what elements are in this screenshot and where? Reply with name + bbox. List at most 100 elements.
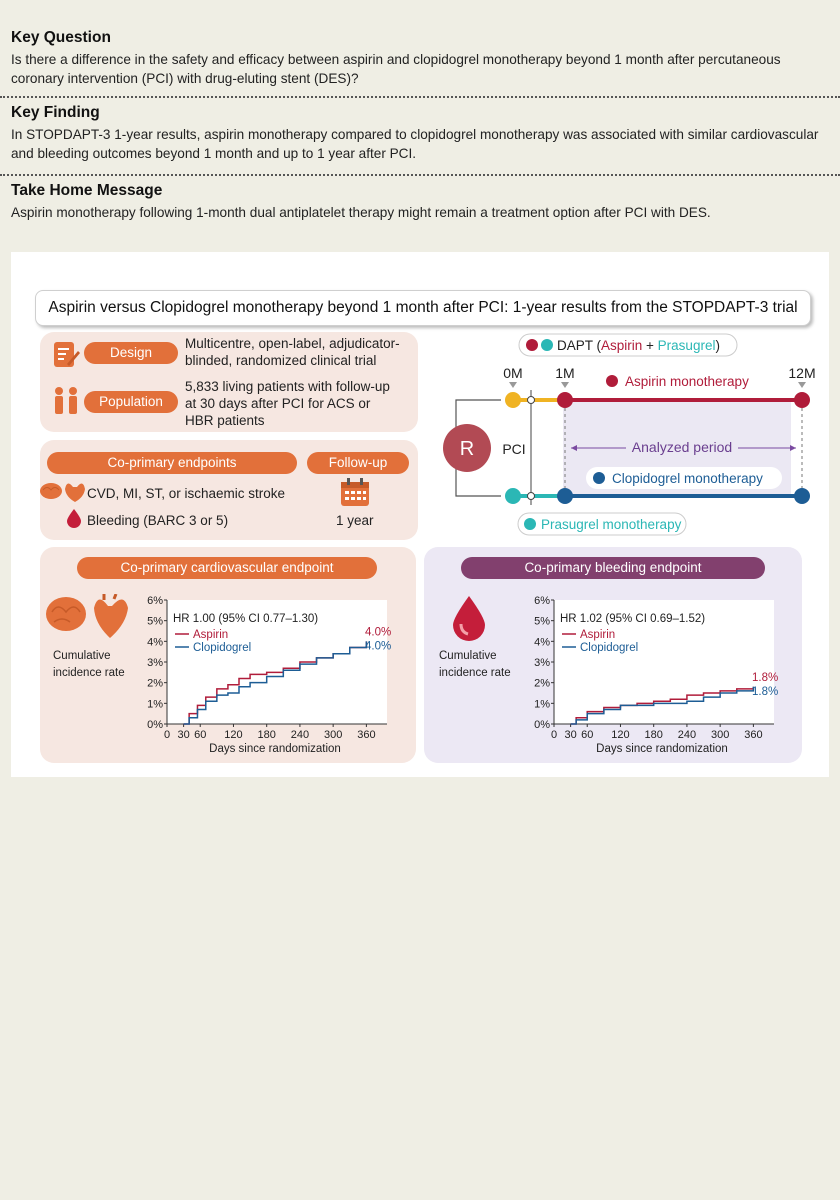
x-tick-label: 180 bbox=[645, 729, 663, 741]
take-home-heading: Take Home Message bbox=[11, 182, 163, 199]
cardiovascular-ylabel: Cumulative incidence rate bbox=[53, 650, 125, 679]
trial-timeline: 0M 1M 12M R PCI DAPT (Aspirin + Prasugre… bbox=[443, 333, 816, 536]
legend-label-clopidogrel: Clopidogrel bbox=[580, 642, 638, 654]
document-icon bbox=[54, 342, 80, 367]
design-label: Design bbox=[84, 342, 178, 364]
marker-12m bbox=[798, 382, 806, 388]
x-tick-label: 30 bbox=[177, 729, 189, 741]
pill-icon-prasugrel bbox=[541, 339, 553, 351]
node-12m-top bbox=[794, 392, 810, 408]
y-tick-label: 0% bbox=[147, 719, 163, 731]
series-line-clopidogrel bbox=[183, 641, 368, 725]
x-tick-label: 360 bbox=[357, 729, 375, 741]
key-finding-heading: Key Finding bbox=[11, 104, 100, 121]
cardiovascular-chart: 0% 1% 2% 3% 4% 5% 6% 0 30 60 120 180 240 300 360 Days s… bbox=[147, 595, 391, 755]
pill-icon-prasugrel bbox=[524, 518, 536, 530]
prasugrel-mono-label: Prasugrel monotherapy bbox=[541, 517, 682, 532]
design-text: Multicentre, open-label, adjudicator-bli… bbox=[185, 336, 400, 368]
x-tick-label: 300 bbox=[711, 729, 729, 741]
key-finding-text: In STOPDAPT-3 1-year results, aspirin mo… bbox=[11, 127, 819, 161]
population-text: 5,833 living patients with follow-up at … bbox=[185, 379, 390, 428]
take-home-section: Take Home Message Aspirin monotherapy fo… bbox=[11, 181, 829, 222]
node-pci-top bbox=[527, 396, 535, 404]
label-1m: 1M bbox=[555, 365, 574, 381]
label-0m: 0M bbox=[503, 365, 522, 381]
end-value-label: 1.8% bbox=[752, 672, 778, 684]
hazard-ratio-text: HR 1.02 (95% CI 0.69–1.52) bbox=[560, 613, 705, 625]
end-value-label: 4.0% bbox=[365, 626, 391, 638]
x-tick-label: 120 bbox=[611, 729, 629, 741]
x-tick-label: 300 bbox=[324, 729, 342, 741]
series-line-aspirin bbox=[570, 686, 755, 725]
brain-heart-icon bbox=[46, 594, 128, 638]
bleeding-chart: 0% 1% 2% 3% 4% 5% 6% 0 30 60 120 180 240 300 360 Days s… bbox=[534, 595, 778, 755]
hazard-ratio-text: HR 1.00 (95% CI 0.77–1.30) bbox=[173, 613, 318, 625]
followup-label: Follow-up bbox=[307, 452, 409, 474]
marker-0m bbox=[509, 382, 517, 388]
endpoint-bleeding: Bleeding (BARC 3 or 5) bbox=[87, 513, 229, 528]
aspirin-mono-pill bbox=[600, 370, 770, 392]
x-axis-label: Days since randomization bbox=[209, 743, 341, 755]
x-tick-label: 0 bbox=[164, 729, 170, 741]
divider bbox=[0, 174, 840, 176]
end-value-label: 4.0% bbox=[365, 640, 391, 652]
pill-icon-aspirin bbox=[606, 375, 618, 387]
y-tick-label: 4% bbox=[147, 636, 163, 648]
key-question-text: Is there a difference in the safety and … bbox=[11, 52, 781, 86]
people-icon bbox=[55, 387, 77, 414]
blood-drop-icon bbox=[67, 509, 81, 528]
aspirin-mono-label: Aspirin monotherapy bbox=[625, 374, 749, 389]
randomization-circle bbox=[443, 424, 491, 472]
pci-label: PCI bbox=[502, 441, 525, 457]
y-tick-label: 1% bbox=[147, 698, 163, 710]
y-tick-label: 6% bbox=[147, 595, 163, 607]
x-axis-label: Days since randomization bbox=[596, 743, 728, 755]
dapt-pill bbox=[518, 333, 738, 357]
legend-label-aspirin: Aspirin bbox=[193, 629, 228, 641]
key-finding-section: Key Finding In STOPDAPT-3 1-year results… bbox=[11, 103, 829, 163]
x-tick-label: 60 bbox=[581, 729, 593, 741]
y-tick-label: 3% bbox=[147, 657, 163, 669]
x-tick-label: 240 bbox=[291, 729, 309, 741]
node-12m-bottom bbox=[794, 488, 810, 504]
plot-area bbox=[167, 600, 387, 724]
x-tick-label: 120 bbox=[224, 729, 242, 741]
endpoints-label: Co-primary endpoints bbox=[47, 452, 297, 474]
x-tick-label: 30 bbox=[564, 729, 576, 741]
followup-value: 1 year bbox=[336, 513, 374, 528]
end-value-label: 1.8% bbox=[752, 686, 778, 698]
key-question-heading: Key Question bbox=[11, 29, 111, 46]
marker-1m bbox=[561, 382, 569, 388]
y-tick-label: 3% bbox=[534, 657, 550, 669]
y-tick-label: 1% bbox=[534, 698, 550, 710]
blood-drop-icon bbox=[453, 596, 485, 641]
key-question-section: Key Question Is there a difference in th… bbox=[11, 28, 829, 88]
node-1m-bottom bbox=[557, 488, 573, 504]
clopidogrel-mono-label: Clopidogrel monotherapy bbox=[612, 471, 763, 486]
brain-heart-icon bbox=[40, 483, 85, 502]
divider bbox=[0, 96, 840, 98]
y-tick-label: 0% bbox=[534, 719, 550, 731]
randomization-label: R bbox=[460, 438, 474, 460]
y-tick-label: 6% bbox=[534, 595, 550, 607]
y-tick-label: 4% bbox=[534, 636, 550, 648]
node-0m-top bbox=[505, 392, 521, 408]
x-tick-label: 60 bbox=[194, 729, 206, 741]
pill-icon-clopidogrel bbox=[593, 472, 605, 484]
prasugrel-mono-pill bbox=[517, 512, 687, 536]
node-0m-bottom bbox=[505, 488, 521, 504]
y-tick-label: 5% bbox=[147, 616, 163, 628]
dapt-label: DAPT (Aspirin + Prasugrel) bbox=[557, 338, 720, 353]
pill-icon-aspirin bbox=[526, 339, 538, 351]
abstract-title: Aspirin versus Clopidogrel monotherapy b… bbox=[35, 290, 811, 326]
y-tick-label: 5% bbox=[534, 616, 550, 628]
series-line-clopidogrel bbox=[570, 686, 755, 725]
calendar-icon bbox=[341, 478, 369, 506]
x-tick-label: 240 bbox=[678, 729, 696, 741]
x-tick-label: 0 bbox=[551, 729, 557, 741]
y-tick-label: 2% bbox=[534, 678, 550, 690]
analyzed-period-label: Analyzed period bbox=[632, 439, 732, 455]
x-tick-label: 180 bbox=[258, 729, 276, 741]
take-home-text: Aspirin monotherapy following 1-month du… bbox=[11, 205, 711, 220]
y-tick-label: 2% bbox=[147, 678, 163, 690]
